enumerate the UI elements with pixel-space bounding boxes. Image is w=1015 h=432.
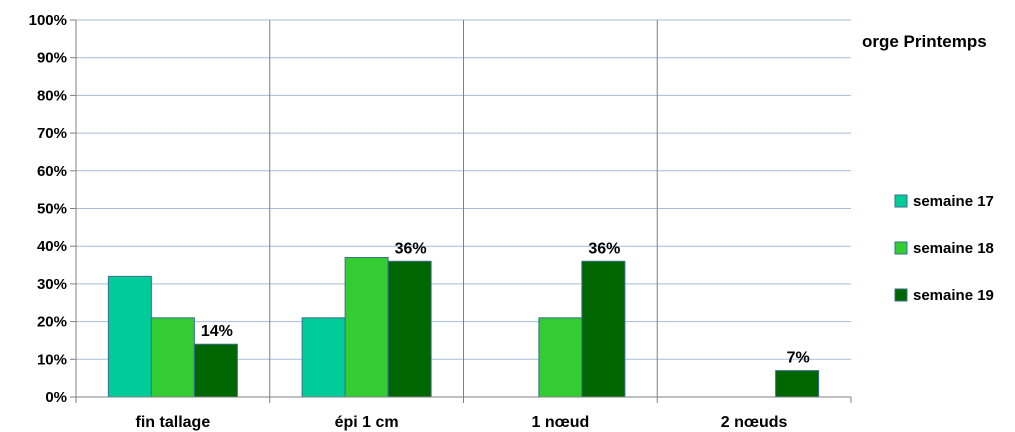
data-label: 7%: [787, 350, 810, 367]
category-label: 1 nœud: [531, 414, 589, 431]
bar: [775, 370, 820, 398]
data-label: 36%: [395, 240, 427, 257]
y-tick-label: 50%: [37, 201, 67, 218]
category-label: fin tallage: [136, 414, 211, 431]
legend-label: semaine 19: [913, 287, 994, 304]
bar: [387, 260, 432, 398]
y-tick-label: 30%: [37, 276, 67, 293]
legend-swatch: [894, 288, 908, 302]
data-labels: 14% 36% 36% 7%: [201, 240, 810, 366]
legend-swatch: [894, 194, 908, 208]
y-tick-label: 60%: [37, 163, 67, 180]
y-tick-labels: 0% 10% 20% 30% 40% 50% 60% 70% 80% 90% 100%: [29, 12, 67, 406]
y-tick-label: 70%: [37, 125, 67, 142]
category-label: 2 nœuds: [721, 414, 788, 431]
chart-title: orge Printemps: [862, 32, 987, 51]
y-tick-label: 80%: [37, 87, 67, 104]
y-tick-label: 20%: [37, 314, 67, 331]
bar: [301, 317, 346, 398]
bar: [581, 260, 626, 398]
y-tick-label: 40%: [37, 238, 67, 255]
y-tick-label: 10%: [37, 351, 67, 368]
data-label: 14%: [201, 323, 233, 340]
category-label: épi 1 cm: [335, 414, 399, 431]
bar: [193, 343, 238, 398]
legend-swatch: [894, 241, 908, 255]
legend-label: semaine 17: [913, 193, 994, 210]
y-tick-label: 100%: [29, 12, 67, 29]
bar: [344, 257, 389, 398]
axes: [75, 20, 852, 403]
y-tick-label: 90%: [37, 50, 67, 67]
bars: [107, 257, 820, 398]
category-labels: fin tallage épi 1 cm 1 nœud 2 nœuds: [136, 414, 788, 431]
category-separators: [269, 20, 658, 397]
bar: [150, 317, 195, 398]
bar: [538, 317, 583, 398]
bar: [107, 275, 152, 398]
data-label: 36%: [588, 240, 620, 257]
y-tick-label: 0%: [45, 389, 67, 406]
legend: semaine 17 semaine 18 semaine 19: [894, 193, 994, 304]
legend-label: semaine 18: [913, 240, 994, 257]
